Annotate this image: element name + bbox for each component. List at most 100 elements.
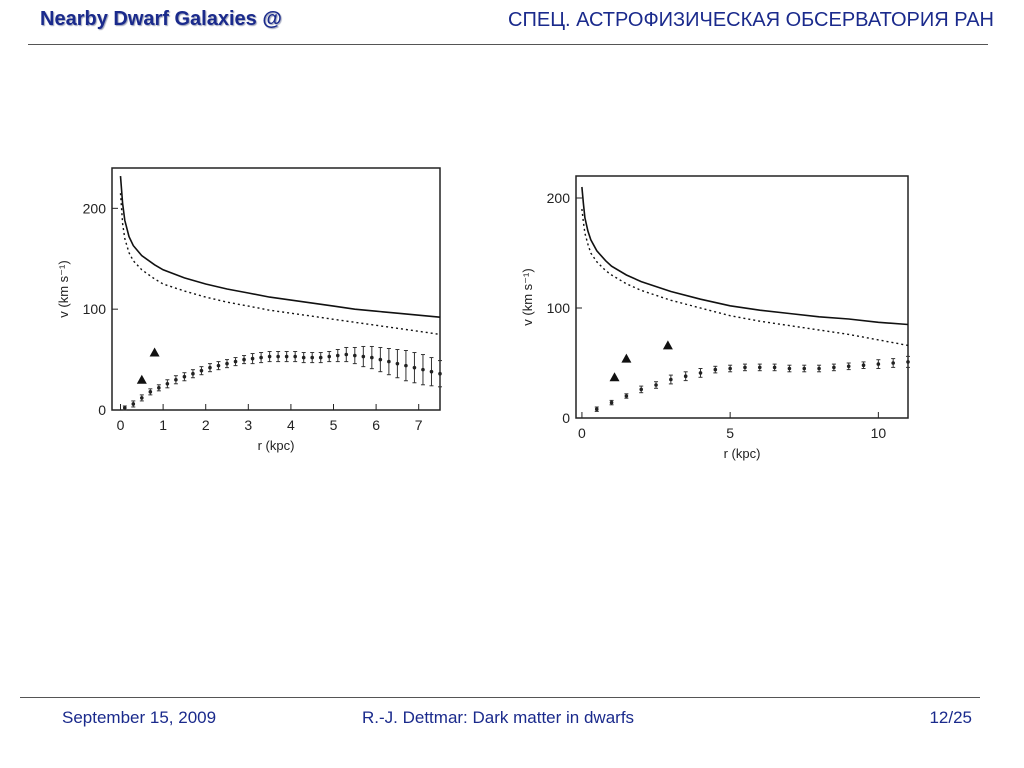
data-point [156,384,161,392]
data-point [131,400,136,408]
point-marker [861,363,866,367]
data-point [386,347,391,376]
data-point [225,359,230,369]
point-marker [846,364,851,369]
point-marker [216,363,221,368]
data-point [242,355,247,365]
x-axis-label: r (kpc) [258,438,295,453]
data-point [594,406,599,412]
rotation-curve-chart-right: 0 5 10 0 100 200 r (kpc) v (km s⁻¹) [500,168,920,488]
data-point [173,375,178,385]
point-marker [267,354,272,359]
point-marker [131,402,136,406]
point-marker [421,367,425,372]
x-tick-label: 6 [372,417,380,433]
x-tick-label: 7 [415,417,423,433]
point-marker [250,356,255,361]
data-point [757,363,762,372]
data-point [861,361,866,369]
point-marker [361,354,366,359]
point-marker [654,383,658,387]
y-tick-label: 200 [547,190,571,206]
data-point [148,388,153,396]
point-marker [174,377,178,382]
point-marker [148,390,153,394]
data-point [728,364,733,373]
point-marker [429,369,434,374]
point-marker [404,363,408,368]
data-point [713,365,718,374]
data-point [429,357,434,387]
point-marker [182,374,187,379]
point-marker [387,359,391,364]
data-point [891,358,896,368]
point-marker [293,354,297,359]
y-axis-label: v (km s⁻¹) [520,268,535,325]
data-point [420,354,425,386]
y-axis-label: v (km s⁻¹) [56,260,71,317]
header-institution: СПЕЦ. АСТРОФИЗИЧЕСКАЯ ОБСЕРВАТОРИЯ РАН [508,9,994,31]
point-marker [624,394,629,398]
point-marker [165,381,170,386]
footer-divider [20,697,980,698]
point-marker [906,360,910,364]
point-marker [370,355,374,360]
point-marker [817,366,821,371]
x-tick-label: 1 [159,417,167,433]
data-point [233,357,238,367]
data-point [876,359,881,369]
data-point [742,363,747,372]
data-point [698,368,703,378]
data-point [639,385,644,394]
point-marker [310,355,315,360]
data-point [310,352,315,364]
data-point [122,405,127,411]
point-marker [698,371,703,375]
data-point [624,393,629,399]
point-marker [772,365,777,370]
footer-title: R.-J. Dettmar: Dark matter in dwarfs [362,708,635,727]
data-point [327,351,332,363]
data-point [609,399,614,406]
point-marker [284,354,289,359]
point-marker [609,400,614,405]
x-axis-label: r (kpc) [724,446,761,461]
data-point [259,352,264,364]
data-point [906,355,910,368]
header-title: Nearby Dwarf Galaxies @ [40,8,282,30]
x-tick-label: 2 [202,417,210,433]
data-point [165,379,170,389]
x-tick-label: 3 [244,417,252,433]
triangle-marker [149,347,160,357]
point-marker [395,361,400,366]
point-marker [438,371,442,376]
data-point [276,351,281,363]
point-marker [412,365,417,370]
point-marker [301,355,306,360]
data-point [207,363,212,373]
plot-frame [111,167,441,411]
point-marker [140,396,144,400]
x-tick-label: 5 [330,417,338,433]
data-point [335,349,340,363]
point-marker [639,387,644,392]
point-marker [122,406,127,410]
plot-frame [575,175,909,419]
data-point [267,351,272,363]
point-marker [199,368,204,373]
header-divider [28,44,988,45]
data-point [438,360,442,388]
y-tick-label: 200 [83,200,107,216]
data-point [250,353,255,365]
total-model-curve [581,186,909,326]
point-marker [713,367,718,372]
data-point [787,364,792,373]
total-model-curve [119,176,441,318]
point-marker [344,352,349,357]
slide-header: Nearby Dwarf Galaxies @ СПЕЦ. АСТРОФИЗИЧ… [0,0,1024,48]
point-marker [327,354,332,359]
data-point [802,364,807,373]
point-marker [225,361,229,366]
y-tick-label: 100 [547,300,571,316]
point-marker [832,365,836,370]
